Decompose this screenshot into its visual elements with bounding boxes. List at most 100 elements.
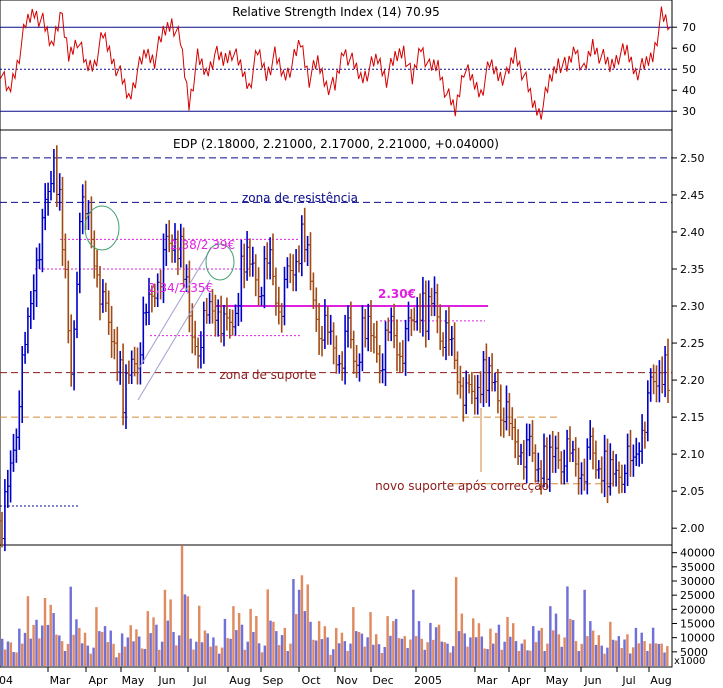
volume-bar [80, 643, 84, 666]
volume-bar [383, 647, 386, 666]
volume-bar [631, 647, 635, 666]
volume-bar [297, 589, 301, 666]
price-tick-label: 2.15 [680, 411, 705, 424]
rsi-series-line [0, 6, 671, 120]
volume-bar [620, 648, 623, 666]
volume-bar [200, 642, 204, 666]
volume-tick-label: 25000 [680, 589, 715, 602]
volume-bar [526, 650, 529, 666]
volume-bar [603, 653, 606, 666]
volume-bar [172, 632, 175, 666]
volume-bar [591, 630, 595, 666]
volume-bar [363, 646, 366, 666]
volume-bar [571, 620, 575, 666]
volume-bar [286, 651, 289, 666]
volume-bar [260, 652, 264, 666]
volume-bar [175, 645, 178, 666]
volume-bar [372, 644, 375, 666]
volume-bar [89, 653, 92, 666]
volume-bar [269, 620, 272, 666]
volume-bar [109, 630, 112, 666]
volume-bar [315, 640, 318, 666]
volume-bar [469, 637, 472, 666]
volume-bar [237, 613, 241, 666]
volume-bar [152, 617, 155, 666]
volume-bar [514, 641, 518, 666]
annotation-resistance-zone: zona de resistência [242, 191, 358, 205]
volume-bar [123, 646, 127, 666]
volume-bar [589, 621, 592, 666]
volume-tick-label: 35000 [680, 561, 715, 574]
volume-bar [420, 638, 424, 666]
volume-bar [263, 645, 267, 666]
volume-bar [203, 630, 207, 666]
volume-bars [1, 545, 669, 667]
volume-bar [323, 626, 327, 666]
volume-bar [477, 623, 481, 666]
annotation-support-zone: zona de suporte [219, 368, 316, 382]
volume-bar [474, 637, 478, 666]
volume-bar [295, 614, 298, 666]
volume-bar [440, 641, 444, 666]
rsi-tick-label: 70 [682, 21, 696, 34]
volume-bar [520, 643, 524, 666]
volume-tick-label: 15000 [680, 618, 715, 631]
volume-bar [557, 634, 561, 666]
volume-bar [186, 596, 190, 666]
volume-bar [300, 575, 304, 666]
volume-bar [417, 621, 421, 666]
volume-bar [609, 621, 612, 666]
volume-bar [349, 643, 352, 666]
volume-bar [651, 627, 655, 666]
volume-bar [257, 643, 261, 666]
volume-bar [583, 589, 586, 666]
volume-bar [98, 631, 101, 666]
volume-bar [140, 648, 144, 666]
volume-bar [12, 652, 15, 666]
volume-bar [252, 632, 255, 666]
volume-bar [497, 624, 501, 666]
volume-bar [649, 643, 652, 666]
volume-bar [452, 646, 455, 666]
volume-bar [329, 654, 332, 666]
volume-bar [235, 630, 238, 666]
x-tick-label: Aug [650, 674, 671, 687]
x-tick-label: Jun [583, 674, 601, 687]
volume-bar [212, 637, 215, 666]
volume-bar [180, 545, 184, 666]
price-tick-label: 2.45 [680, 189, 705, 202]
volume-bar [523, 639, 526, 666]
volume-bar [480, 636, 484, 666]
x-tick-label: May [546, 674, 569, 687]
volume-bar [380, 653, 384, 666]
volume-bar [566, 586, 569, 666]
volume-bar [226, 638, 229, 666]
volume-bar [546, 643, 549, 666]
x-tick-label: Aug [229, 674, 250, 687]
volume-bar [569, 618, 572, 666]
volume-bar [103, 626, 107, 666]
volume-bar [178, 635, 181, 666]
x-tick-label: Mar [477, 674, 498, 687]
volume-bar [283, 627, 287, 666]
volume-bar [18, 628, 21, 666]
volume-bar [112, 643, 115, 666]
annotation-price-2-34: 2,34/2,35€ [148, 281, 213, 295]
volume-bar [83, 632, 87, 666]
x-tick-label: Oct [301, 674, 321, 687]
volume-bar [23, 632, 27, 666]
volume-bar [634, 627, 638, 666]
x-tick-label: Apr [88, 674, 108, 687]
volume-tick-label: 20000 [680, 603, 715, 616]
volume-bar [432, 639, 435, 666]
rsi-title: Relative Strength Index (14) 70.95 [232, 5, 440, 19]
x-tick-label: Sep [263, 674, 284, 687]
volume-bar [597, 635, 601, 666]
resistance-circle-1 [84, 205, 120, 251]
annotation-price-2-38: 2,38/2,39€ [170, 238, 235, 252]
price-tick-label: 2.05 [680, 485, 705, 498]
volume-bar [472, 618, 475, 666]
volume-bar [443, 642, 446, 666]
volume-bar [275, 631, 278, 666]
volume-bar [163, 589, 167, 666]
